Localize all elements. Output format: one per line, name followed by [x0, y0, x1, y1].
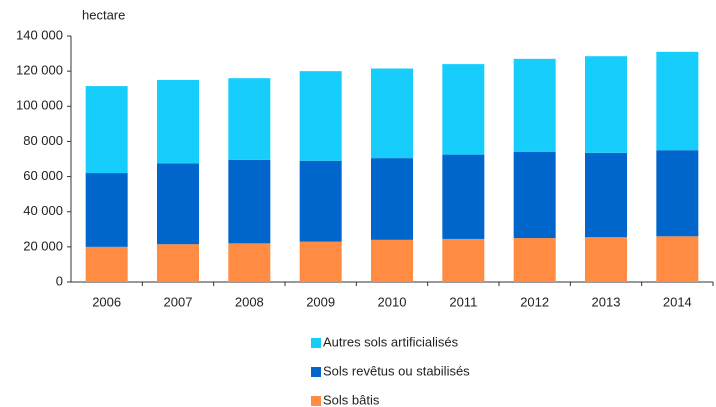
legend-swatch: [311, 367, 321, 377]
bar-segment: [371, 158, 413, 240]
bar-segment: [299, 241, 342, 282]
bar-segment: [299, 160, 342, 242]
x-tick-label: 2012: [520, 294, 549, 309]
bar-segment: [513, 238, 556, 282]
y-tick-label: 100 000: [16, 98, 63, 113]
bar-segment: [85, 246, 128, 282]
bar-segment: [585, 237, 627, 282]
legend-label: Sols bâtis: [323, 392, 380, 407]
bar-segment: [228, 159, 271, 244]
bar-segment: [442, 154, 485, 239]
bar-segment: [228, 78, 271, 160]
bar-segment: [85, 173, 128, 247]
bar-segment: [371, 68, 413, 159]
bar-segment: [228, 243, 271, 282]
x-tick-label: 2010: [378, 294, 407, 309]
x-tick-label: 2014: [663, 294, 692, 309]
bar-segment: [442, 238, 485, 282]
bar-segment: [656, 236, 699, 282]
y-tick-label: 140 000: [16, 27, 63, 42]
bar-segment: [299, 71, 342, 161]
y-tick-label: 40 000: [23, 203, 63, 218]
bar-segment: [513, 58, 556, 152]
bar-segment: [513, 151, 556, 239]
bar-segment: [442, 64, 485, 155]
legend-label: Sols revêtus ou stabilisés: [323, 363, 470, 378]
bar-segment: [656, 51, 699, 151]
bar-segment: [371, 239, 413, 282]
bar-segment: [85, 86, 128, 174]
legend-swatch: [311, 338, 321, 348]
y-tick-label: 120 000: [16, 63, 63, 78]
bar-segment: [157, 163, 199, 245]
bar-segment: [157, 79, 199, 164]
x-tick-label: 2011: [449, 294, 477, 309]
bar-segment: [656, 150, 699, 237]
y-axis-label: hectare: [82, 7, 125, 22]
x-tick-label: 2006: [92, 294, 121, 309]
x-tick-label: 2007: [164, 294, 193, 309]
y-tick-label: 0: [56, 273, 63, 288]
bar-segment: [585, 152, 627, 238]
bar-segment: [585, 56, 627, 153]
x-tick-label: 2008: [235, 294, 264, 309]
y-tick-label: 80 000: [23, 133, 63, 148]
y-tick-label: 20 000: [23, 238, 63, 253]
x-tick-label: 2009: [306, 294, 335, 309]
x-tick-label: 2013: [592, 294, 621, 309]
legend-label: Autres sols artificialisés: [323, 334, 459, 349]
legend-swatch: [311, 396, 321, 406]
bar-segment: [157, 244, 199, 282]
y-tick-label: 60 000: [23, 168, 63, 183]
